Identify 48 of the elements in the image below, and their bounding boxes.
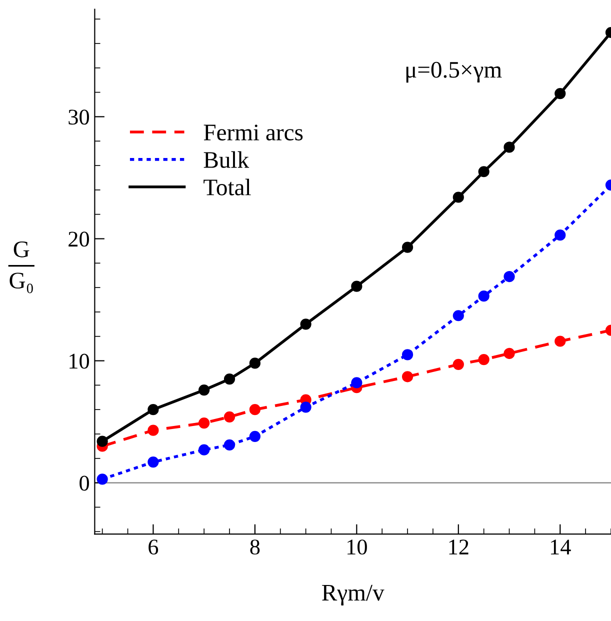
point [478,354,490,366]
point [351,377,362,388]
point [96,474,108,485]
legend-label: Total [204,178,251,196]
point [504,348,515,360]
legend-label: Fermi arcs [204,124,303,140]
point [148,456,159,468]
point [198,384,210,396]
point [249,404,260,416]
point [224,439,236,451]
point [300,402,312,413]
point [224,411,236,422]
point [351,280,362,292]
point [478,290,490,302]
point [300,318,312,330]
point [249,430,260,442]
x-tick-label: 6 [148,540,158,555]
legend-label: Bulk [204,151,250,168]
point [402,242,414,253]
y-tick-label: 20 [68,232,89,247]
y-tick-label: 10 [70,354,89,369]
y-axis-title: G G₀ [10,241,33,294]
point [554,230,566,241]
y-tick-label: 30 [68,110,89,125]
point [249,358,260,369]
point [452,192,464,203]
point [554,88,566,100]
point [148,404,159,416]
point [402,349,414,360]
point [478,166,490,178]
x-tick-label: 12 [449,540,468,554]
x-tick-label: 14 [550,540,571,554]
point [452,310,464,322]
point [198,444,210,456]
point [198,417,210,429]
point [554,336,566,347]
annotation: μ=0.5×γm [406,62,502,83]
x-tick-label: 10 [348,540,367,555]
point [504,142,515,153]
point [402,371,414,382]
point [452,358,464,370]
x-tick-label: 8 [250,540,260,555]
point [96,436,108,447]
point [504,271,515,282]
point [224,374,236,385]
y-tick-label: 0 [80,476,89,491]
x-axis-title: Rγm/v [322,584,384,606]
point [148,424,159,436]
